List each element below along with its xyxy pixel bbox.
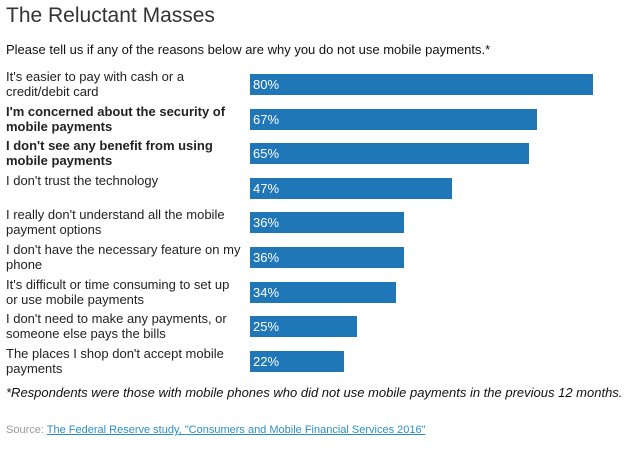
bar-value-label: 80%	[253, 77, 280, 92]
bar-value-label: 25%	[253, 319, 280, 335]
bar-value-label: 65%	[253, 146, 280, 162]
category-label: I really don't understand all the mobile…	[6, 207, 225, 238]
bar-value-label: 47%	[253, 180, 280, 196]
bar	[250, 108, 538, 130]
category-label: It's difficult or time consuming to set …	[6, 276, 230, 307]
bar-chart: It's easier to pay with cash or a credit…	[0, 68, 628, 378]
footnote: *Respondents were those with mobile phon…	[6, 385, 623, 400]
category-label: I don't trust the technology	[6, 172, 159, 188]
bar-value-label: 36%	[253, 215, 280, 231]
bar	[250, 143, 529, 165]
category-label: I don't have the necessary feature on my…	[6, 242, 241, 272]
category-label: It's easier to pay with cash or a credit…	[6, 69, 185, 99]
bar-value-label: 67%	[253, 111, 280, 127]
bar	[250, 350, 345, 372]
bar	[250, 247, 405, 268]
chart-subtitle: Please tell us if any of the reasons bel…	[6, 42, 491, 57]
bar	[250, 74, 593, 95]
category-label: I don't need to make any payments, or so…	[6, 311, 227, 342]
bar	[250, 281, 396, 303]
chart-title: The Reluctant Masses	[6, 4, 215, 27]
bar	[250, 316, 358, 338]
source-link[interactable]: The Federal Reserve study, "Consumers an…	[46, 424, 426, 436]
bar	[250, 212, 405, 234]
source-prefix: Source:	[6, 424, 47, 436]
category-label: I don't see any benefit from using mobil…	[6, 138, 213, 169]
bar-value-label: 34%	[253, 284, 280, 300]
category-label: I'm concerned about the security of mobi…	[6, 103, 226, 134]
bar-value-label: 36%	[253, 250, 280, 265]
category-label: The places I shop don't accept mobile pa…	[6, 345, 224, 376]
source-line: Source: The Federal Reserve study, "Cons…	[6, 424, 426, 436]
bar	[250, 177, 452, 199]
bar-value-label: 22%	[253, 353, 280, 369]
